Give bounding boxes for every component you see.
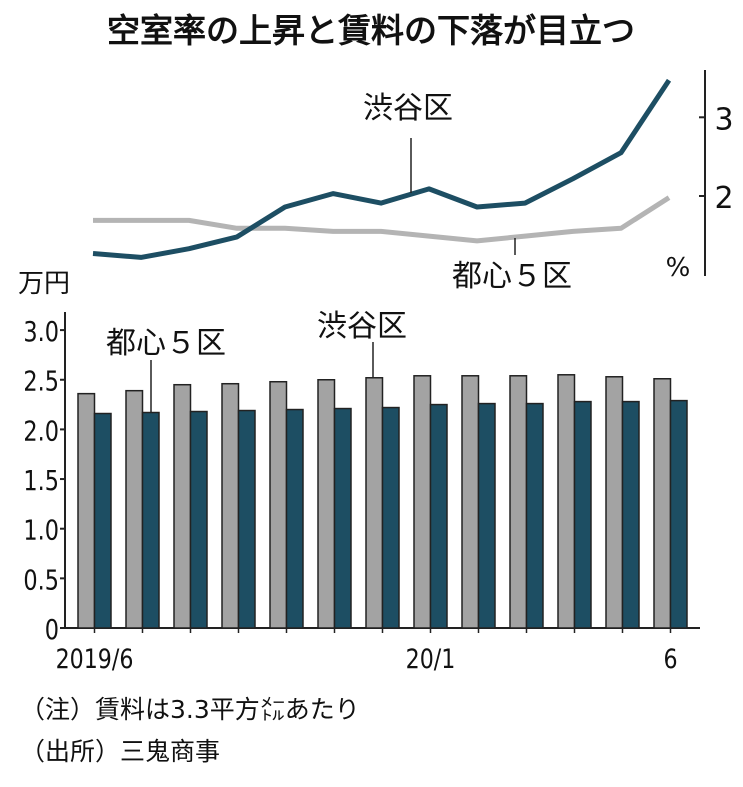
x-tick-label: 2019/6 — [56, 643, 134, 675]
y-tick-label: 2 — [714, 181, 733, 216]
bar-5wards — [237, 409, 256, 629]
y-tick-label: 1.0 — [23, 513, 59, 546]
note-text: （注）賃料は3.3平方㍍あたり — [20, 695, 360, 724]
series-label-shibuya: 渋谷区 — [363, 91, 453, 126]
x-tick-label: 20/1 — [406, 643, 456, 675]
bar-5wards — [285, 408, 304, 629]
bar-shibuya — [557, 374, 576, 629]
bar-shibuya — [605, 376, 624, 629]
bar-shibuya — [653, 378, 672, 629]
bar-shibuya — [317, 379, 336, 629]
bar-5wards — [573, 400, 592, 629]
bar-shibuya — [125, 389, 144, 629]
bar-shibuya — [413, 375, 432, 629]
bar-shibuya — [173, 383, 192, 629]
y-tick-label: 0 — [45, 612, 59, 645]
bar-5wards — [477, 402, 496, 629]
bar-shibuya — [221, 382, 240, 629]
y-tick-label: 1.5 — [23, 464, 59, 497]
bar-5wards — [189, 410, 208, 629]
x-tick-label: 6 — [663, 643, 677, 675]
bar-chart: 万円 0 0.5 1.0 1.5 2.0 2.5 3.0 2019/6 20/1 6 都心５区 渋谷区 — [18, 269, 700, 675]
bar-5wards — [381, 406, 400, 629]
bar-5wards — [333, 407, 352, 629]
bar-5wards — [525, 402, 544, 629]
bar-5wards — [429, 403, 448, 629]
y-tick-label: 3.0 — [23, 315, 59, 348]
bar-5wards — [141, 411, 160, 629]
series-label-shibuya: 渋谷区 — [317, 309, 407, 344]
bar-shibuya — [461, 375, 480, 629]
bar-shibuya — [509, 375, 528, 629]
bar-5wards — [621, 400, 640, 629]
series-label-5wards: 都心５区 — [106, 326, 226, 361]
series-label-5wards: 都心５区 — [452, 259, 572, 294]
y-tick-label: 3 — [714, 102, 733, 137]
bar-shibuya — [269, 380, 288, 629]
y-tick-label: 2.5 — [23, 364, 59, 397]
bar-shibuya — [365, 377, 384, 629]
unit-label: % — [666, 253, 691, 283]
source-text: （出所）三鬼商事 — [20, 737, 220, 766]
bar-5wards — [93, 412, 112, 629]
bar-5wards — [669, 399, 688, 629]
chart-title: 空室率の上昇と賃料の下落が目立つ — [107, 11, 635, 50]
y-tick-label: 2.0 — [23, 414, 59, 447]
bar-shibuya — [77, 392, 96, 629]
unit-label: 万円 — [18, 269, 70, 299]
y-tick-label: 0.5 — [23, 563, 59, 596]
